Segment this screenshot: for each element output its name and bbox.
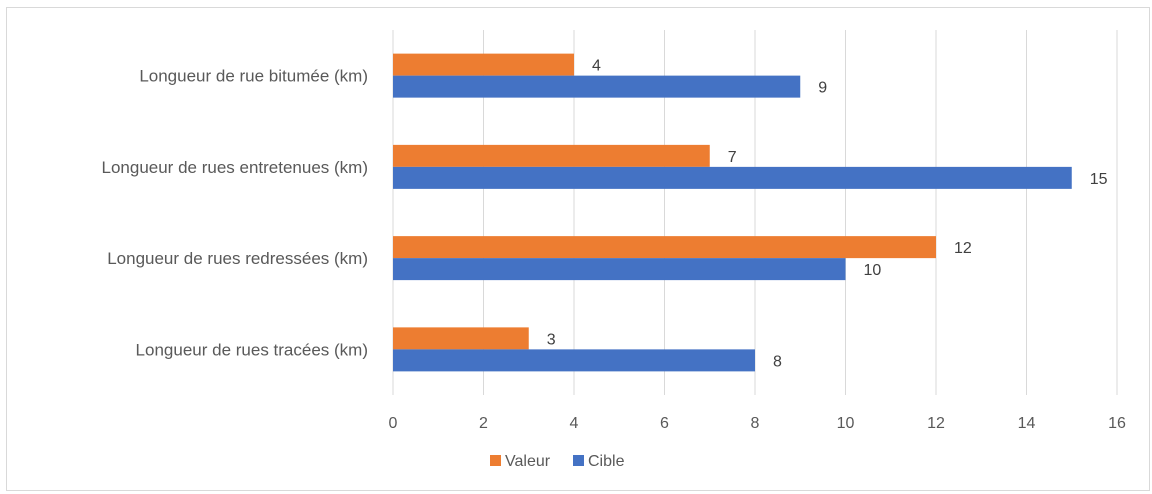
bar-valeur: [393, 327, 529, 349]
category-label: Longueur de rues entretenues (km): [102, 158, 369, 177]
category-label: Longueur de rue bitumée (km): [139, 67, 368, 86]
x-tick-label: 12: [927, 415, 945, 432]
data-label: 15: [1090, 171, 1108, 188]
legend: Valeur Cible: [490, 453, 625, 470]
bar-cible: [393, 258, 846, 280]
bar-valeur: [393, 54, 574, 76]
category-labels: Longueur de rues tracées (km) Longueur de…: [102, 67, 369, 360]
bars: [393, 54, 1072, 372]
x-tick-label: 14: [1018, 415, 1036, 432]
data-label: 4: [592, 58, 601, 75]
legend-label-valeur: Valeur: [505, 453, 551, 470]
legend-label-cible: Cible: [588, 453, 625, 470]
bar-valeur: [393, 236, 936, 258]
data-label: 9: [818, 80, 827, 97]
x-tick-label: 10: [837, 415, 855, 432]
bar-cible: [393, 76, 800, 98]
legend-swatch-cible: [573, 455, 584, 466]
legend-swatch-valeur: [490, 455, 501, 466]
category-label: Longueur de rues tracées (km): [136, 340, 368, 359]
bar-cible: [393, 349, 755, 371]
data-labels: 3 8 12 10 7 15 4 9: [547, 58, 1108, 371]
data-label: 7: [728, 149, 737, 166]
x-tick-label: 16: [1108, 415, 1126, 432]
data-label: 8: [773, 353, 782, 370]
x-tick-label: 0: [389, 415, 398, 432]
x-axis-ticks: 0 2 4 6 8 10 12 14 16: [389, 415, 1126, 432]
bar-valeur: [393, 145, 710, 167]
x-tick-label: 8: [751, 415, 760, 432]
x-tick-label: 2: [479, 415, 488, 432]
bar-cible: [393, 167, 1072, 189]
category-label: Longueur de rues redressées (km): [107, 249, 368, 268]
data-label: 12: [954, 240, 972, 257]
x-tick-label: 6: [660, 415, 669, 432]
x-tick-label: 4: [570, 415, 579, 432]
data-label: 3: [547, 331, 556, 348]
data-label: 10: [864, 262, 882, 279]
